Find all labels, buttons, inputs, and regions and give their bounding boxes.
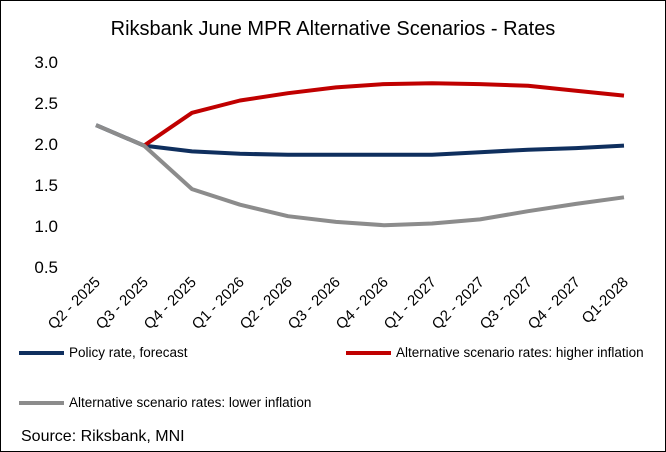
y-tick-label: 0.5 [34,258,58,277]
y-tick-label: 2.0 [34,135,58,154]
y-tick-label: 2.5 [34,94,58,113]
series-lines [95,81,625,228]
x-tick-label: Q1-2028 [579,274,632,327]
legend-item-lower-inflation: Alternative scenario rates: lower inflat… [19,395,311,410]
legend-swatch-lower-inflation [19,400,64,405]
y-axis-labels: 0.5 1.0 1.5 2.0 2.5 3.0 [34,53,58,277]
series-line-alternative-scenario-rates-lower-inflation [95,123,625,228]
source-note: Source: Riksbank, MNI [21,428,185,445]
series-line-policy-rate-forecast [95,123,625,157]
y-tick-label: 3.0 [34,53,58,72]
legend-swatch-policy-rate [19,350,64,355]
x-tick-label: Q4 - 2027 [525,274,584,333]
series-line-alternative-scenario-rates-higher-inflation [142,81,625,148]
legend-item-policy-rate: Policy rate, forecast [19,345,188,360]
chart-title: Riksbank June MPR Alternative Scenarios … [110,18,556,40]
y-tick-label: 1.0 [34,217,58,236]
legend-item-higher-inflation: Alternative scenario rates: higher infla… [346,345,644,360]
legend-swatch-higher-inflation [346,350,391,355]
legend-label-lower-inflation: Alternative scenario rates: lower inflat… [69,395,312,410]
legend-label-higher-inflation: Alternative scenario rates: higher infla… [396,345,644,360]
legend-label-policy-rate: Policy rate, forecast [69,345,188,360]
y-tick-label: 1.5 [34,176,58,195]
